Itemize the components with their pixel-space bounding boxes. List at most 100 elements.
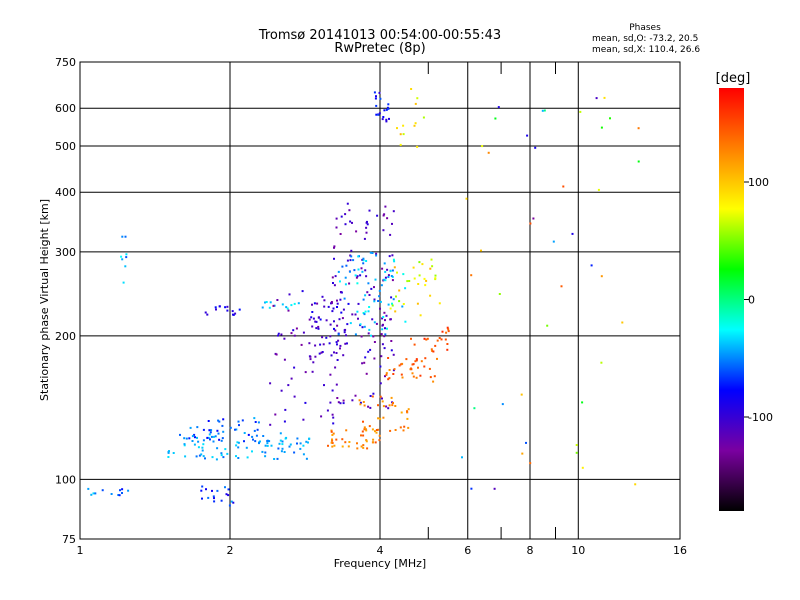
data-point <box>258 442 260 445</box>
data-point <box>360 335 363 338</box>
data-point <box>379 300 382 303</box>
data-point <box>335 438 338 441</box>
data-point <box>257 421 260 424</box>
data-point <box>398 289 401 292</box>
data-point <box>368 425 371 428</box>
data-point <box>254 440 257 443</box>
data-point <box>278 442 281 445</box>
data-point <box>394 405 397 407</box>
data-point <box>209 438 211 441</box>
data-point <box>354 394 357 397</box>
data-point <box>391 269 394 272</box>
data-point <box>396 271 398 274</box>
data-point <box>493 487 496 490</box>
data-point <box>273 304 276 307</box>
data-point <box>349 270 351 273</box>
data-point <box>391 302 393 305</box>
data-point <box>331 389 334 392</box>
data-point <box>360 434 362 437</box>
data-point <box>344 283 347 286</box>
data-point <box>375 429 378 431</box>
data-point <box>124 235 127 238</box>
data-point <box>363 426 366 429</box>
data-point <box>266 444 269 447</box>
data-point <box>418 274 421 277</box>
data-point <box>272 304 275 307</box>
data-point <box>207 496 210 499</box>
data-point <box>330 430 333 433</box>
data-point <box>362 444 365 447</box>
data-point <box>331 310 334 313</box>
data-point <box>420 360 423 363</box>
data-point <box>406 410 408 413</box>
data-point <box>194 436 196 439</box>
data-point <box>205 488 207 491</box>
data-point <box>218 438 221 441</box>
data-point <box>411 363 414 366</box>
data-point <box>121 488 124 491</box>
data-point <box>416 145 419 148</box>
x-axis-label: Frequency [MHz] <box>334 557 426 570</box>
data-point <box>224 306 227 309</box>
data-point <box>378 295 381 298</box>
data-point <box>374 430 376 433</box>
data-point <box>299 447 302 450</box>
data-point <box>287 309 290 312</box>
data-point <box>235 444 238 447</box>
data-point <box>359 274 362 277</box>
data-point <box>261 450 264 453</box>
data-point <box>322 343 325 346</box>
data-point <box>362 257 365 260</box>
data-point <box>125 253 128 256</box>
data-point <box>315 327 318 330</box>
data-point <box>290 332 293 335</box>
data-point <box>212 435 215 438</box>
y-tick-label: 600 <box>55 102 76 115</box>
data-point <box>201 485 204 488</box>
data-point <box>362 434 365 437</box>
data-point <box>384 279 387 282</box>
data-point <box>281 303 284 306</box>
data-point <box>344 276 347 279</box>
data-point <box>377 113 380 116</box>
data-point <box>342 402 345 405</box>
data-point <box>429 376 432 379</box>
data-point <box>364 356 367 359</box>
data-point <box>434 344 437 347</box>
data-point <box>232 313 234 316</box>
data-point <box>283 451 286 453</box>
data-point <box>391 279 394 282</box>
data-point <box>337 333 340 336</box>
data-point <box>375 254 378 257</box>
data-point <box>400 411 403 414</box>
data-point <box>345 334 347 337</box>
data-point <box>293 334 296 337</box>
data-point <box>364 294 367 297</box>
data-point <box>378 112 381 115</box>
data-point <box>410 368 413 371</box>
data-point <box>237 441 240 444</box>
data-point <box>280 333 283 336</box>
data-point <box>375 104 378 107</box>
data-point <box>337 270 340 273</box>
data-point <box>334 329 337 332</box>
data-point <box>402 429 405 432</box>
data-point <box>229 426 232 429</box>
data-point <box>264 444 267 447</box>
data-point <box>392 210 395 213</box>
data-point <box>346 323 349 326</box>
data-point <box>202 443 205 446</box>
data-point <box>227 488 230 491</box>
data-point <box>351 399 354 402</box>
data-point <box>357 268 360 271</box>
colorbar-ticks: 100 0 -100 <box>744 176 773 424</box>
data-point <box>367 350 370 353</box>
data-point <box>363 313 366 316</box>
data-point <box>393 260 396 263</box>
data-point <box>308 318 311 321</box>
data-point <box>363 404 366 407</box>
data-point <box>167 456 170 458</box>
data-point <box>381 328 384 331</box>
data-point <box>345 264 348 267</box>
data-point <box>384 276 387 279</box>
